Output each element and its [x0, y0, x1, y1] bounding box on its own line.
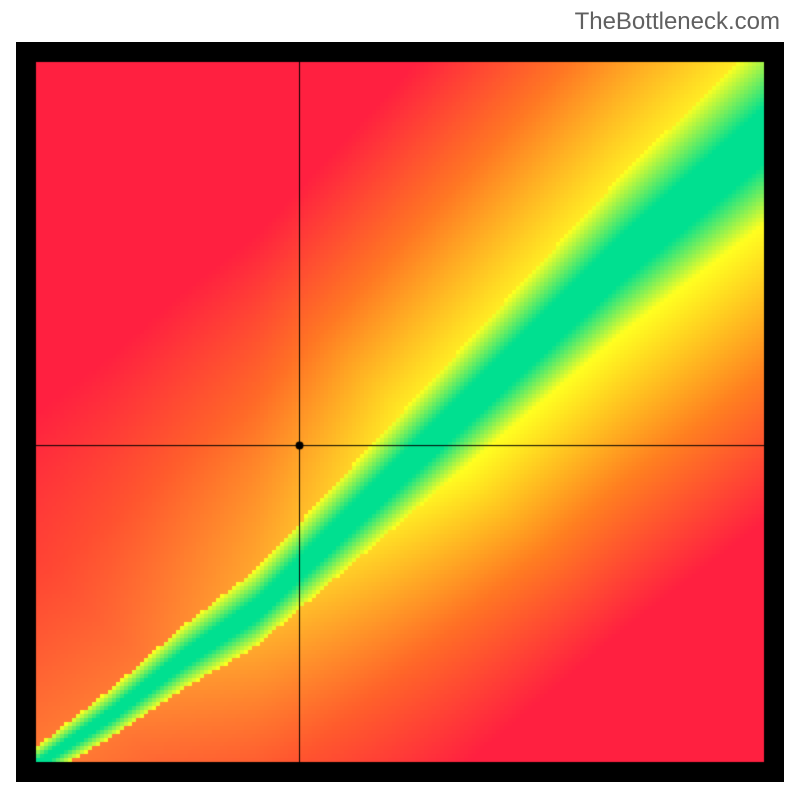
heatmap-canvas: [16, 42, 784, 782]
watermark-text: TheBottleneck.com: [575, 8, 780, 36]
bottleneck-heatmap-chart: [16, 42, 784, 782]
